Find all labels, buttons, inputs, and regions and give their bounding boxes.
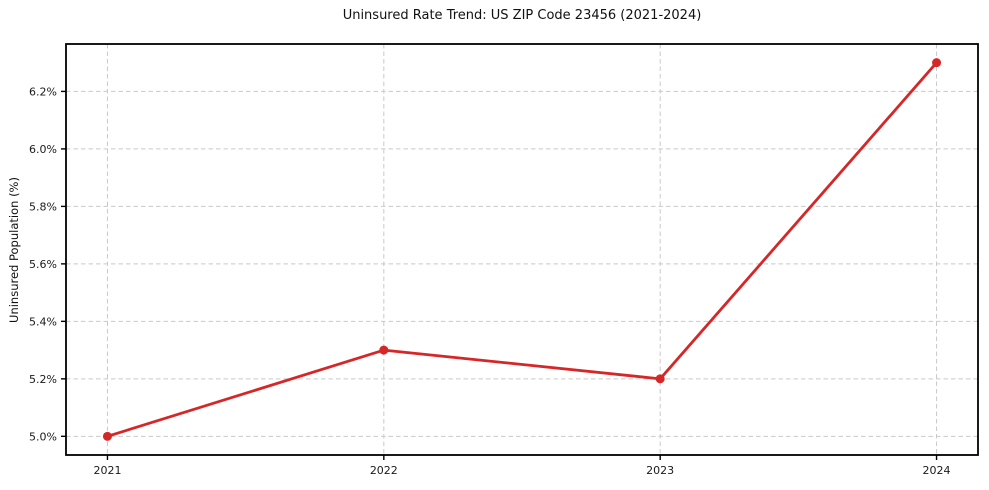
- chart-title: Uninsured Rate Trend: US ZIP Code 23456 …: [342, 8, 702, 23]
- data-point-marker: [379, 345, 389, 355]
- data-point-marker: [932, 58, 942, 68]
- y-tick-label: 6.2%: [29, 85, 57, 98]
- data-point-marker: [655, 374, 665, 384]
- y-tick-label: 5.4%: [29, 315, 57, 328]
- y-tick-label: 5.6%: [29, 258, 57, 271]
- data-point-marker: [102, 431, 112, 441]
- y-tick-label: 6.0%: [29, 143, 57, 156]
- x-tick-label: 2021: [93, 464, 121, 477]
- trend-line: [106, 61, 938, 438]
- x-tick-label: 2023: [646, 464, 674, 477]
- x-tick-label: 2024: [923, 464, 951, 477]
- y-tick-label: 5.8%: [29, 200, 57, 213]
- y-tick-label: 5.0%: [29, 430, 57, 443]
- y-tick-label: 5.2%: [29, 373, 57, 386]
- plot-frame: [65, 43, 979, 456]
- x-tick-label: 2022: [370, 464, 398, 477]
